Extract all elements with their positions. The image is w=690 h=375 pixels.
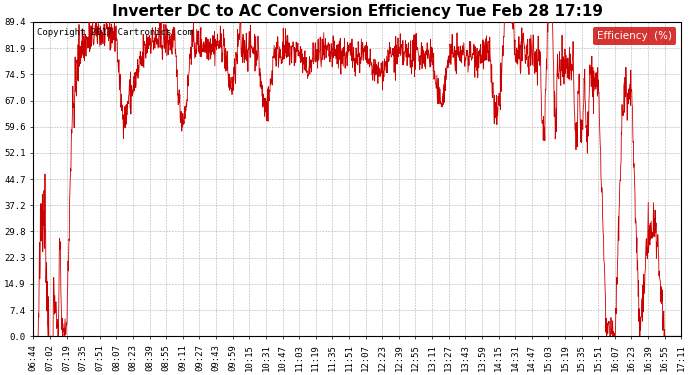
Title: Inverter DC to AC Conversion Efficiency Tue Feb 28 17:19: Inverter DC to AC Conversion Efficiency … (112, 4, 603, 19)
Text: Copyright 2017 Cartronics.com: Copyright 2017 Cartronics.com (37, 28, 193, 37)
Legend: Efficiency  (%): Efficiency (%) (593, 27, 676, 45)
